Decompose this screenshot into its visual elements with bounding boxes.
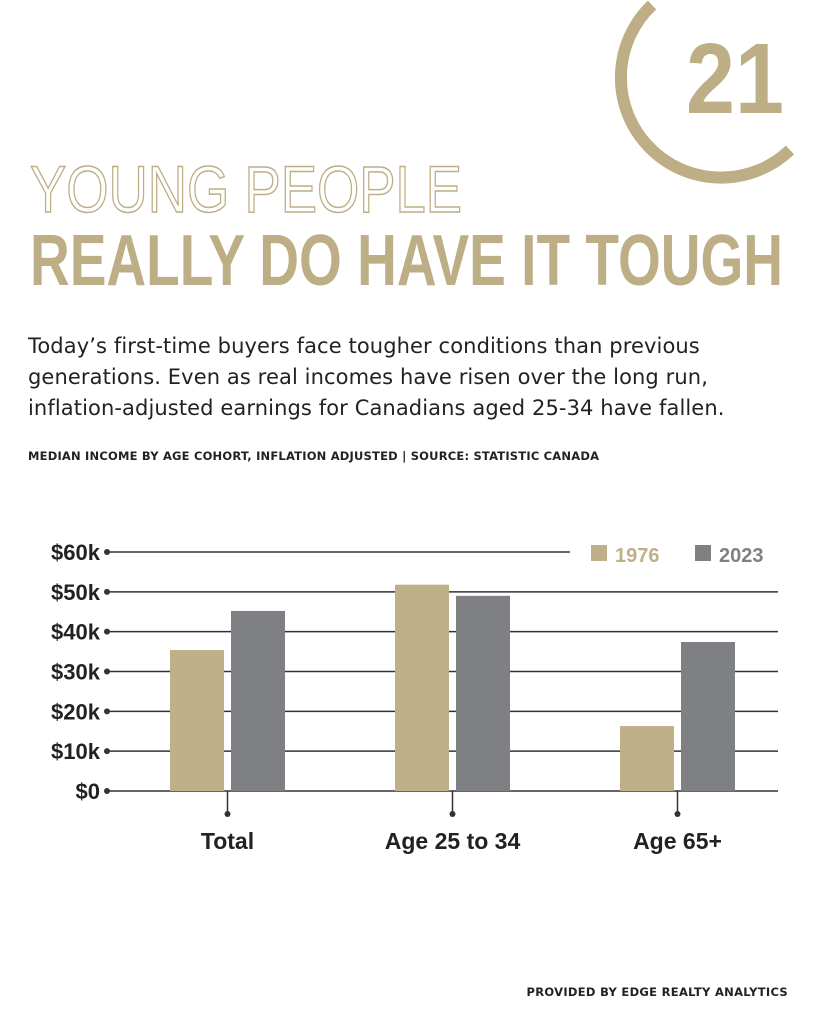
subtitle: Today’s first-time buyers face tougher c… (28, 334, 725, 420)
source-note: MEDIAN INCOME BY AGE COHORT, INFLATION A… (28, 449, 600, 463)
legend-label: 1976 (615, 545, 660, 567)
bar (456, 595, 510, 791)
x-tick-dot (224, 811, 231, 817)
y-tick-label: $10k (51, 739, 101, 764)
chart-title: REALLY DO HAVE IT TOUGH (30, 221, 783, 301)
logo-ring (614, 0, 795, 184)
title-outline: YOUNG PEOPLE (30, 152, 462, 226)
footer: PROVIDED BY EDGE REALTY ANALYTICS (526, 985, 788, 999)
legend-swatch (591, 545, 607, 561)
x-tick-label: Age 65+ (633, 828, 722, 854)
y-tick-label: $20k (51, 699, 101, 724)
legend-label: 2023 (719, 545, 764, 567)
tick-dot (104, 628, 110, 635)
tick-dot (104, 668, 110, 675)
tick-dot (104, 588, 110, 595)
legend-swatch (695, 545, 711, 561)
y-tick-label: $50k (51, 580, 101, 605)
x-tick-dot (674, 811, 681, 817)
bar (231, 610, 285, 791)
y-tick-label: $0 (76, 779, 100, 804)
tick-dot (104, 549, 110, 555)
bar (681, 642, 735, 791)
logo-text: 21 (686, 23, 784, 135)
bar (395, 584, 449, 791)
x-tick-label: Age 25 to 34 (385, 828, 521, 854)
y-tick-label: $60k (51, 540, 101, 565)
y-tick-label: $40k (51, 620, 101, 645)
tick-dot (104, 708, 110, 715)
tick-dot (104, 748, 110, 755)
bar (170, 649, 224, 791)
x-tick-dot (449, 811, 456, 817)
y-tick-label: $30k (51, 660, 101, 685)
tick-dot (104, 788, 110, 794)
bar (620, 726, 674, 791)
x-tick-label: Total (201, 828, 254, 854)
